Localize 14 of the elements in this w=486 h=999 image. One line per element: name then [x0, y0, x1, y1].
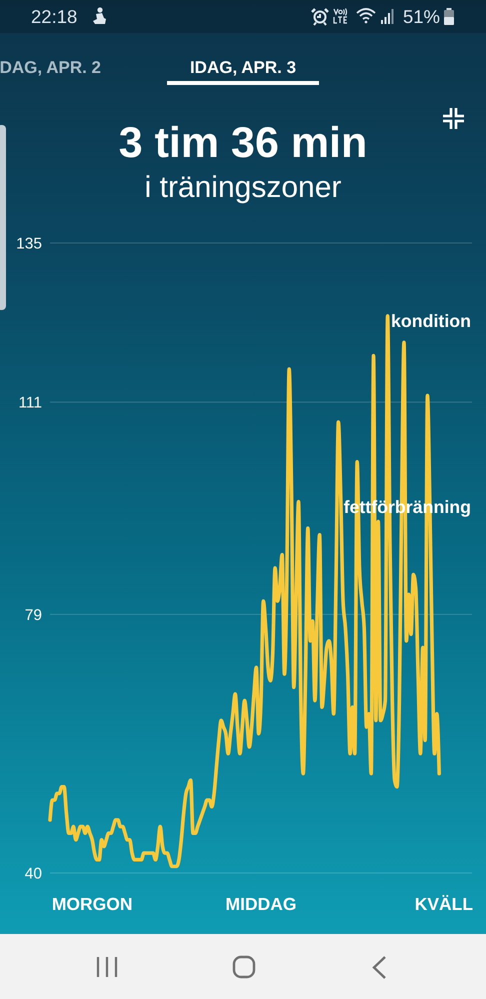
y-tick-label: 135 — [16, 235, 42, 252]
text: 22:18 — [31, 6, 78, 27]
annotation: kondition — [391, 311, 471, 331]
text: DAG, APR. 2 — [0, 58, 101, 77]
x-tick-label: KVÄLL — [414, 894, 474, 914]
y-tick-label: 40 — [24, 865, 42, 882]
chart-subtitle: i träningszoner — [144, 171, 342, 204]
y-tick-label: 111 — [18, 394, 42, 412]
y-tick-label: 79 — [24, 606, 42, 624]
text: IDAG, APR. 3 — [190, 58, 296, 77]
x-tick-label: MIDDAG — [226, 894, 296, 914]
chart-title: 3 tim 36 min — [118, 119, 368, 167]
text: 51% — [402, 6, 440, 27]
x-tick-label: MORGON — [52, 894, 133, 914]
